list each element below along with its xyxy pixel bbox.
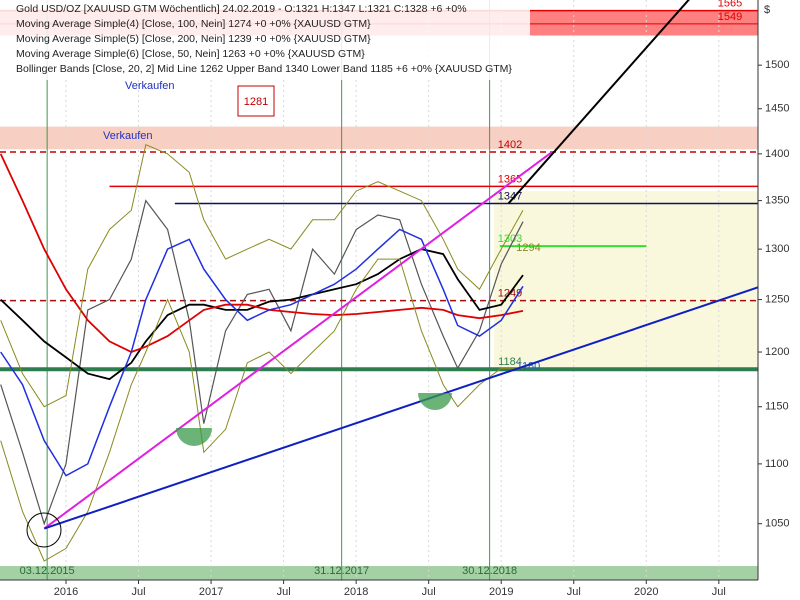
trend-line [43, 151, 553, 530]
legend-entry: Moving Average Simple(4) [Close, 100, Ne… [16, 18, 371, 30]
y-tick-label: 1450 [765, 103, 789, 115]
y-tick-label: 1500 [765, 59, 789, 71]
legend-entry: Moving Average Simple(6) [Close, 50, Nei… [16, 48, 365, 60]
x-tick-label: Jul [712, 586, 726, 598]
y-tick-label: 1050 [765, 518, 789, 530]
level-label: 1549 [718, 11, 742, 23]
series-line [0, 153, 524, 353]
date-label: 31.12.2017 [314, 565, 369, 577]
x-tick-label: Jul [567, 586, 581, 598]
y-tick-label: 1100 [765, 458, 789, 470]
date-label: 30.12.2018 [462, 565, 517, 577]
legend-bg [0, 0, 530, 80]
series-line [0, 199, 524, 526]
low-marker [26, 512, 62, 548]
annotation-box [237, 85, 275, 117]
low-marker [176, 428, 212, 446]
annotation: Verkaufen [103, 130, 153, 142]
level-label: 1402 [498, 139, 522, 151]
date-label: 03.12.2015 [20, 565, 75, 577]
legend-entry: Gold USD/OZ [XAUUSD GTM Wöchentlich] 24.… [16, 3, 467, 15]
x-tick-label: Jul [277, 586, 291, 598]
series-line [0, 258, 523, 562]
x-tick-label: Jul [422, 586, 436, 598]
x-tick-label: 2016 [54, 586, 78, 598]
x-tick-label: 2019 [489, 586, 513, 598]
y-tick-label: 1300 [765, 243, 789, 255]
low-marker [418, 393, 452, 410]
legend-entry: Bollinger Bands [Close, 20, 2] Mid Line … [16, 63, 512, 75]
series-line [0, 228, 524, 477]
y-tick-label: 1350 [765, 195, 789, 207]
legend: Gold USD/OZ [XAUUSD GTM Wöchentlich] 24.… [0, 0, 530, 80]
y-tick-label: 1150 [765, 401, 789, 413]
x-tick-label: 2020 [634, 586, 658, 598]
y-tick-label: 1250 [765, 293, 789, 305]
x-tick-label: 2018 [344, 586, 368, 598]
zone [0, 566, 758, 580]
zone [0, 126, 758, 150]
y-tick-label: 1400 [765, 148, 789, 160]
trend-line [43, 286, 758, 530]
level-label: 1365 [498, 173, 522, 185]
y-tick-label: 1200 [765, 346, 789, 358]
zone [493, 191, 758, 369]
level-label: 1294 [516, 242, 540, 254]
x-tick-label: Jul [132, 586, 146, 598]
x-tick-label: 2017 [199, 586, 223, 598]
legend-entry: Moving Average Simple(5) [Close, 200, Ne… [16, 33, 371, 45]
currency-symbol: $ [764, 4, 770, 16]
series-line [0, 248, 524, 381]
annotation: Verkaufen [125, 80, 175, 92]
level-label: 1184 [498, 356, 522, 368]
series-line [0, 144, 524, 408]
level-label: 1565 [718, 0, 742, 10]
trend-line [507, 0, 690, 205]
annotation: 1281 [244, 96, 268, 108]
